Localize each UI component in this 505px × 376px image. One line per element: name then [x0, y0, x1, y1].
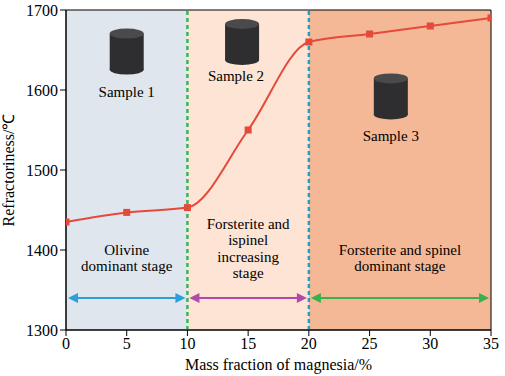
- svg-text:1300: 1300: [26, 322, 58, 339]
- svg-text:1700: 1700: [26, 2, 58, 19]
- svg-text:15: 15: [240, 335, 256, 352]
- svg-text:25: 25: [362, 335, 378, 352]
- svg-text:1500: 1500: [26, 162, 58, 179]
- svg-text:Refractoriness/℃: Refractoriness/℃: [0, 114, 17, 227]
- svg-text:Forsterite and spinel: Forsterite and spinel: [339, 242, 461, 258]
- svg-text:Sample 1: Sample 1: [99, 84, 155, 100]
- svg-text:Sample 3: Sample 3: [363, 128, 419, 144]
- svg-text:ispinel: ispinel: [228, 232, 268, 248]
- svg-text:1600: 1600: [26, 82, 58, 99]
- svg-text:dominant stage: dominant stage: [81, 258, 173, 274]
- svg-text:5: 5: [123, 335, 131, 352]
- svg-text:0: 0: [62, 335, 70, 352]
- svg-text:1400: 1400: [26, 242, 58, 259]
- svg-text:20: 20: [301, 335, 317, 352]
- svg-text:Forsterite and: Forsterite and: [207, 216, 290, 232]
- svg-text:10: 10: [179, 335, 195, 352]
- svg-text:Sample 2: Sample 2: [208, 68, 264, 84]
- svg-text:stage: stage: [233, 265, 264, 281]
- svg-text:Olivine: Olivine: [104, 242, 149, 258]
- svg-text:35: 35: [483, 335, 499, 352]
- svg-text:increasing: increasing: [217, 249, 279, 265]
- svg-text:30: 30: [422, 335, 438, 352]
- svg-text:Mass fraction of magnesia/%: Mass fraction of magnesia/%: [185, 356, 372, 374]
- svg-text:dominant stage: dominant stage: [354, 258, 446, 274]
